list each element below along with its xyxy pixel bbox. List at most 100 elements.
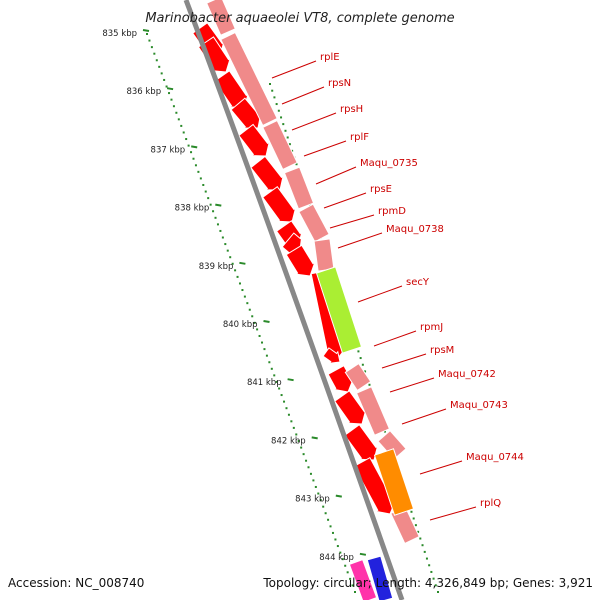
inner-scale-dot <box>207 197 210 200</box>
gene-label: rplQ <box>480 498 501 509</box>
inner-scale-dot <box>273 374 276 377</box>
inner-scale-dot <box>253 321 256 324</box>
inner-scale-dot <box>187 144 190 147</box>
gene-arrow <box>334 390 367 425</box>
gene-label: rplF <box>350 132 369 143</box>
kbp-label: 836 kbp <box>126 87 161 97</box>
inner-scale-dot <box>209 203 212 206</box>
gene-leader-line <box>291 112 337 131</box>
outer-scale-dot <box>419 537 422 540</box>
gene-arrow <box>230 97 262 129</box>
inner-scale-dot <box>344 564 347 567</box>
outer-scale-dot <box>280 116 283 119</box>
inner-scale-dot <box>146 33 148 35</box>
gene-leader-line <box>329 214 375 229</box>
inner-scale-dot <box>290 420 293 423</box>
inner-scale-dot <box>177 118 180 121</box>
gene-leader-line <box>429 506 477 521</box>
outer-scale-dot <box>410 510 413 513</box>
inner-scale-dot <box>283 400 286 403</box>
inner-scale-dot <box>354 591 356 593</box>
kbp-label: 843 kbp <box>295 495 330 505</box>
gene-segment <box>313 238 335 272</box>
inner-scale-dot <box>197 170 200 173</box>
inner-scale-dot <box>224 243 227 246</box>
inner-scale-dot <box>280 394 283 397</box>
gene-leader-line <box>271 60 317 79</box>
gene-label: rpsE <box>370 184 392 195</box>
kbp-label: 838 kbp <box>175 204 210 214</box>
inner-scale-dot <box>229 256 232 259</box>
gene-leader-line <box>303 140 347 157</box>
kbp-tick <box>239 261 246 265</box>
inner-scale-dot <box>202 183 205 186</box>
inner-scale-dot <box>258 334 261 337</box>
inner-scale-dot <box>312 479 315 482</box>
inner-scale-dot <box>236 275 239 278</box>
inner-scale-dot <box>292 426 295 429</box>
inner-scale-dot <box>160 72 163 75</box>
gene-segment <box>220 31 278 127</box>
gene-arrow <box>238 123 270 157</box>
outer-scale-dot <box>437 591 439 593</box>
inner-scale-dot <box>278 387 281 390</box>
inner-scale-dot <box>275 380 278 383</box>
inner-scale-dot <box>163 78 166 81</box>
inner-scale-dot <box>331 531 334 534</box>
gene-leader-line <box>381 353 427 369</box>
kbp-label: 837 kbp <box>151 145 186 155</box>
gene-leader-line <box>373 330 417 347</box>
outer-scale-dot <box>361 363 364 366</box>
kbp-label: 844 kbp <box>319 553 354 563</box>
gene-label: Maqu_0735 <box>360 158 418 169</box>
gene-maqu-0744 <box>373 448 415 516</box>
gene-arrow <box>285 244 316 277</box>
outer-scale-dot <box>425 557 428 560</box>
outer-scale-dot <box>423 550 426 553</box>
inner-scale-dot <box>199 177 202 180</box>
kbp-tick <box>287 378 294 382</box>
inner-scale-dot <box>241 289 244 292</box>
gene-leader-line <box>337 232 383 249</box>
inner-scale-dot <box>185 138 188 141</box>
inner-scale-dot <box>339 551 342 554</box>
gene-segment <box>262 119 298 171</box>
outer-scale-dot <box>364 370 367 373</box>
kbp-axis: 835 kbp 836 kbp 837 kbp 838 kbp 839 kbp 840 k… <box>102 29 367 563</box>
gene-leader-line <box>357 285 403 303</box>
inner-scale-dot <box>305 459 308 462</box>
outer-scale-dot <box>277 109 280 112</box>
kbp-label: 839 kbp <box>199 262 234 272</box>
inner-scale-dot <box>248 308 251 311</box>
inner-scale-dot <box>329 525 332 528</box>
kbp-tick <box>335 494 342 498</box>
inner-scale-dot <box>341 558 344 561</box>
outer-scale-dot <box>414 524 417 527</box>
inner-scale-dot <box>231 262 234 265</box>
outer-scale-dot <box>286 136 289 139</box>
inner-scale-dot <box>327 518 330 521</box>
inner-scale-dot <box>265 354 268 357</box>
kbp-tick <box>311 436 318 440</box>
accession-text: Accession: NC_008740 <box>8 576 144 590</box>
outer-scale-dot <box>269 83 271 85</box>
outer-scale-dot <box>421 544 424 547</box>
outer-scale-dot <box>273 96 276 99</box>
inner-scale-dot <box>234 269 237 272</box>
kbp-label: 835 kbp <box>102 29 137 39</box>
gene-arrow <box>343 424 379 461</box>
gene-arrow <box>322 347 341 364</box>
gene-segment <box>348 558 378 600</box>
gene-secY <box>315 266 363 354</box>
kbp-tick <box>191 145 198 149</box>
inner-scale-dot <box>349 577 352 580</box>
inner-scale-dot <box>256 328 259 331</box>
outer-scale-dot <box>275 103 278 106</box>
inner-scale-dot <box>155 59 158 62</box>
outer-scale-dot <box>434 584 437 587</box>
inner-scale-dot <box>297 440 300 443</box>
inner-scale-dot <box>302 453 305 456</box>
outer-scale-dot <box>383 430 386 433</box>
gene-labels: rplE rpsN rpsH rplF Maqu_0735 rpsE rpmD Maqu_07… <box>271 52 524 521</box>
backbone <box>183 0 405 600</box>
